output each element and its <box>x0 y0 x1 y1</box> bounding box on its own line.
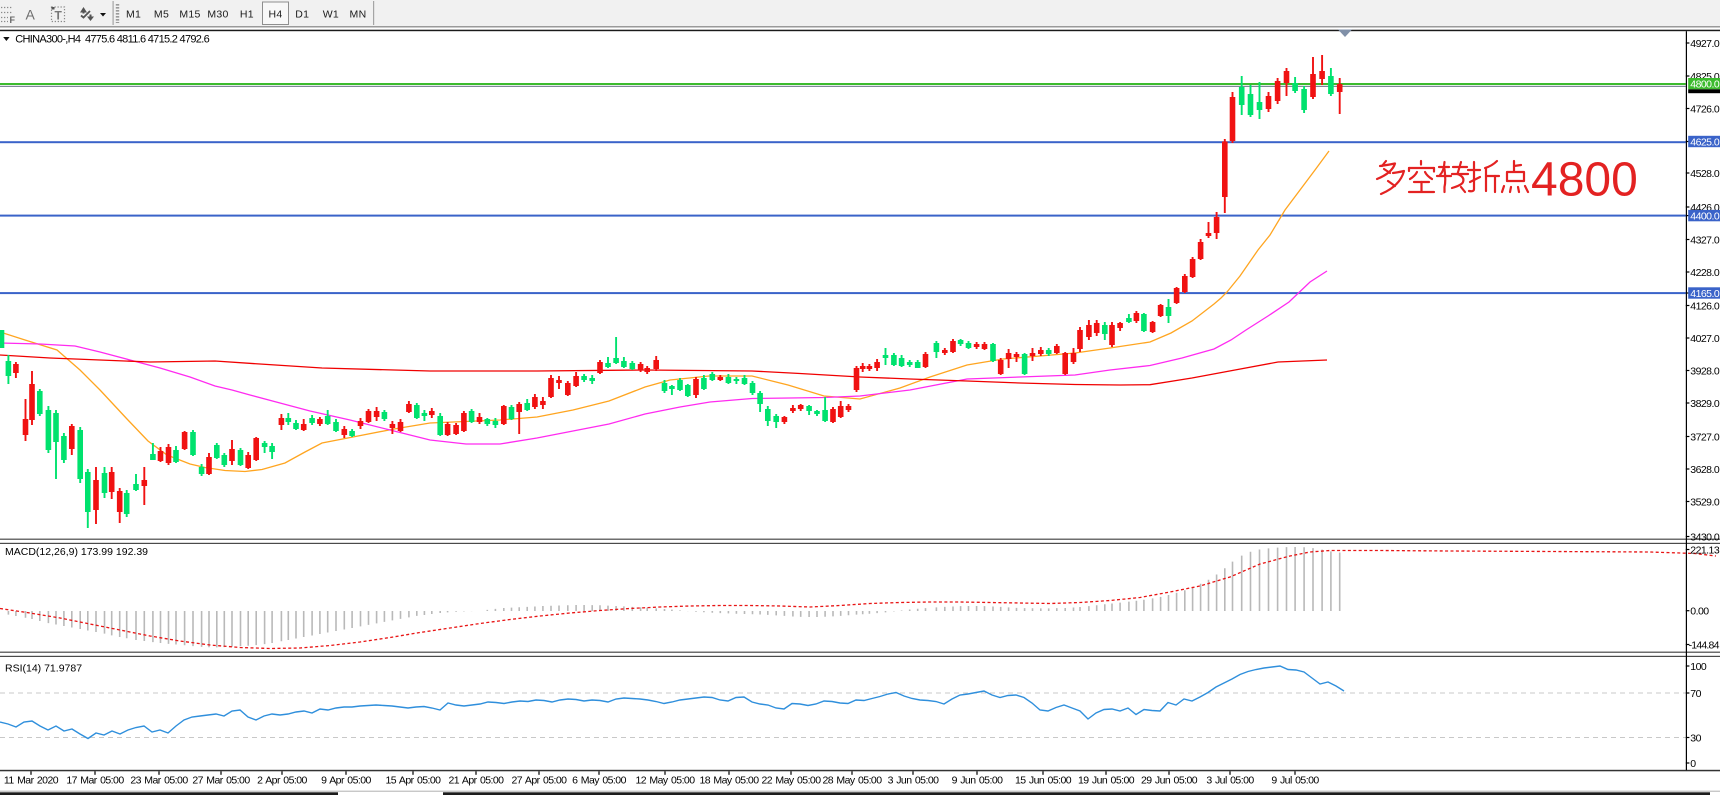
svg-text:3727.0: 3727.0 <box>1690 431 1720 443</box>
svg-text:M1: M1 <box>126 9 141 21</box>
svg-text:23 Mar 05:00: 23 Mar 05:00 <box>130 775 188 787</box>
svg-text:D1: D1 <box>295 9 309 21</box>
svg-text:30: 30 <box>1690 732 1701 744</box>
svg-text:9 Jun 05:00: 9 Jun 05:00 <box>952 775 1004 787</box>
svg-text:MACD(12,26,9) 173.99 192.39: MACD(12,26,9) 173.99 192.39 <box>5 546 148 558</box>
svg-text:15 Jun 05:00: 15 Jun 05:00 <box>1015 775 1072 787</box>
svg-text:M5: M5 <box>154 9 169 21</box>
svg-text:17 Mar 05:00: 17 Mar 05:00 <box>66 775 124 787</box>
svg-text:3430.0: 3430.0 <box>1690 531 1720 543</box>
svg-text:22 May 05:00: 22 May 05:00 <box>761 775 821 787</box>
svg-text:4165.0: 4165.0 <box>1690 288 1720 300</box>
svg-text:4400.0: 4400.0 <box>1690 210 1720 222</box>
svg-text:19 Jun 05:00: 19 Jun 05:00 <box>1078 775 1135 787</box>
svg-text:MN: MN <box>350 9 367 21</box>
svg-text:2 Apr 05:00: 2 Apr 05:00 <box>257 775 307 787</box>
svg-text:CHINA300-,H4 4775.6 4811.6 47: CHINA300-,H4 4775.6 4811.6 4715.2 4792.6 <box>15 34 209 46</box>
svg-text:9 Jul 05:00: 9 Jul 05:00 <box>1271 775 1319 787</box>
svg-text:4027.0: 4027.0 <box>1690 333 1720 345</box>
svg-text:15 Apr 05:00: 15 Apr 05:00 <box>386 775 442 787</box>
svg-text:18 May 05:00: 18 May 05:00 <box>699 775 759 787</box>
svg-text:4726.0: 4726.0 <box>1690 103 1720 115</box>
svg-text:4126.0: 4126.0 <box>1690 300 1720 312</box>
svg-text:0: 0 <box>1690 758 1696 770</box>
svg-text:4800.0: 4800.0 <box>1690 79 1720 91</box>
svg-text:221.13: 221.13 <box>1690 544 1720 556</box>
svg-text:RSI(14) 71.9787: RSI(14) 71.9787 <box>5 663 82 675</box>
svg-text:4528.0: 4528.0 <box>1690 168 1720 180</box>
svg-text:4625.0: 4625.0 <box>1690 136 1720 148</box>
svg-text:4327.0: 4327.0 <box>1690 234 1720 246</box>
svg-text:F: F <box>10 15 16 25</box>
svg-text:W1: W1 <box>323 9 339 21</box>
svg-text:3829.0: 3829.0 <box>1690 398 1720 410</box>
svg-text:-144.84: -144.84 <box>1689 639 1720 651</box>
svg-text:M30: M30 <box>207 9 228 21</box>
svg-text:9 Apr 05:00: 9 Apr 05:00 <box>321 775 371 787</box>
svg-text:0.00: 0.00 <box>1690 606 1709 618</box>
svg-text:12 May 05:00: 12 May 05:00 <box>635 775 695 787</box>
svg-text:4800: 4800 <box>1531 154 1638 207</box>
svg-text:M15: M15 <box>179 9 200 21</box>
svg-text:A: A <box>26 7 36 23</box>
svg-text:3 Jun 05:00: 3 Jun 05:00 <box>888 775 940 787</box>
svg-text:3928.0: 3928.0 <box>1690 365 1720 377</box>
svg-text:27 Apr 05:00: 27 Apr 05:00 <box>512 775 568 787</box>
svg-text:3628.0: 3628.0 <box>1690 464 1720 476</box>
svg-text:6 May 05:00: 6 May 05:00 <box>572 775 626 787</box>
svg-text:70: 70 <box>1690 688 1701 700</box>
svg-text:4228.0: 4228.0 <box>1690 267 1720 279</box>
svg-text:H1: H1 <box>240 9 254 21</box>
svg-text:100: 100 <box>1690 661 1707 673</box>
svg-text:28 May 05:00: 28 May 05:00 <box>822 775 882 787</box>
svg-text:27 Mar 05:00: 27 Mar 05:00 <box>192 775 250 787</box>
svg-text:4927.0: 4927.0 <box>1690 38 1720 50</box>
svg-text:3 Jul 05:00: 3 Jul 05:00 <box>1206 775 1254 787</box>
svg-text:11 Mar 2020: 11 Mar 2020 <box>4 775 59 787</box>
svg-text:H4: H4 <box>268 9 282 21</box>
svg-text:3529.0: 3529.0 <box>1690 496 1720 508</box>
svg-text:21 Apr 05:00: 21 Apr 05:00 <box>449 775 505 787</box>
svg-text:29 Jun 05:00: 29 Jun 05:00 <box>1141 775 1198 787</box>
svg-text:T: T <box>55 9 63 23</box>
